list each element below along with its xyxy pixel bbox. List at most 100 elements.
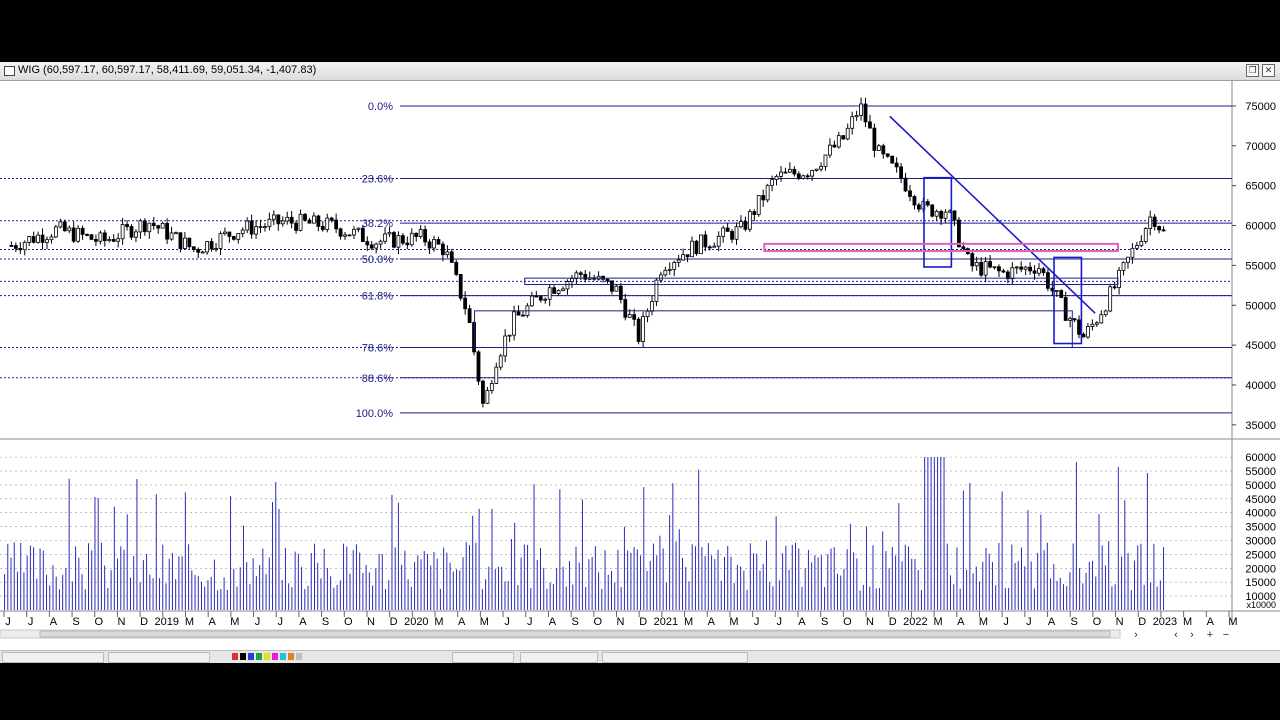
candle-body — [1068, 318, 1073, 321]
candle-body — [1032, 270, 1037, 274]
x-axis-tick-label: A — [1048, 616, 1056, 628]
volume-y-tick-label: 35000 — [1245, 522, 1276, 534]
candle-body — [365, 241, 370, 246]
candle-body — [908, 190, 912, 197]
candle-body — [641, 316, 645, 342]
volume-panel: 60000 55000 50000 45000 40000 35000 3000025000… — [0, 452, 1276, 610]
candle-body — [725, 227, 730, 232]
left-arrow-icon[interactable]: ‹ — [1174, 629, 1178, 641]
fib-level-label: 23.6% — [362, 173, 393, 185]
color-swatch[interactable] — [272, 653, 278, 660]
candle-body — [716, 235, 721, 247]
color-swatch[interactable] — [288, 653, 294, 660]
price-background — [0, 82, 1232, 446]
candle-body — [249, 220, 254, 235]
candle-body — [356, 227, 361, 230]
candle-body — [325, 217, 330, 230]
candle-body — [254, 226, 258, 235]
price-y-tick-label: 75000 — [1245, 101, 1276, 113]
candle-body — [1152, 216, 1157, 227]
candle-body — [1014, 266, 1019, 269]
price-y-tick-label: 60000 — [1245, 221, 1276, 233]
candle-body — [276, 214, 281, 225]
candle-body — [320, 225, 325, 230]
candle-body — [1037, 268, 1041, 274]
color-swatch[interactable] — [264, 653, 270, 660]
candle-body — [1041, 268, 1046, 274]
candle-body — [516, 311, 521, 316]
color-swatch[interactable] — [280, 653, 286, 660]
candle-body — [672, 262, 677, 270]
candle-body — [556, 290, 561, 294]
color-swatch[interactable] — [248, 653, 254, 660]
volume-y-tick-label: 60000 — [1245, 452, 1276, 464]
color-swatch[interactable] — [232, 653, 238, 660]
candle-body — [374, 243, 379, 249]
scrollbar[interactable]: › ‹ › + − — [0, 629, 1229, 641]
x-axis-tick-label: S — [72, 616, 79, 628]
price-panel: 35000 40000 45000 50000 55000 60000 65000 70000… — [0, 80, 1280, 625]
candle-body — [894, 162, 899, 168]
candle-body — [538, 296, 543, 301]
candle-body — [156, 225, 161, 229]
chart-area[interactable]: 35000 40000 45000 50000 55000 60000 65000 70000… — [0, 80, 1280, 650]
volume-y-tick-label: 40000 — [1245, 508, 1276, 520]
color-swatch[interactable] — [240, 653, 246, 660]
candle-body — [1099, 314, 1104, 324]
candle-body — [605, 278, 610, 282]
candle-body — [734, 226, 739, 240]
x-axis-tick-label: M — [934, 616, 943, 628]
restore-icon[interactable]: ❐ — [1246, 64, 1259, 77]
candle-body — [836, 135, 841, 148]
support-zone — [524, 277, 1119, 286]
x-axis-tick-label: M — [1228, 616, 1237, 628]
candle-body — [1028, 266, 1033, 272]
zoom-out-icon[interactable]: − — [1223, 629, 1229, 641]
x-axis-tick-label: M — [979, 616, 988, 628]
x-axis-tick-label: J — [527, 616, 533, 628]
candle-body — [983, 261, 988, 276]
price-y-tick-label: 35000 — [1245, 420, 1276, 432]
candle-body — [441, 243, 445, 256]
zoom-in-icon[interactable]: + — [1207, 629, 1213, 641]
candle-body — [120, 224, 125, 240]
color-swatch[interactable] — [256, 653, 262, 660]
chevron-right-icon[interactable]: › — [1134, 629, 1138, 641]
color-swatch[interactable] — [296, 653, 302, 660]
candle-body — [570, 278, 574, 282]
candle-body — [49, 236, 54, 241]
x-axis-tick-label: M — [230, 616, 239, 628]
candle-body — [774, 176, 779, 180]
candle-body — [850, 116, 855, 129]
candle-body — [27, 236, 32, 243]
candle-body — [970, 253, 975, 267]
candle-body — [610, 280, 614, 292]
x-axis-tick-label: A — [798, 616, 806, 628]
candle-body — [312, 215, 316, 224]
candle-body — [31, 236, 36, 243]
candle-body — [819, 166, 823, 170]
candle-body — [454, 261, 459, 275]
price-y-tick-label: 65000 — [1245, 181, 1276, 193]
candle-body — [521, 314, 525, 317]
candle-body — [845, 127, 850, 140]
candle-body — [191, 246, 196, 250]
candle-body — [1090, 323, 1095, 327]
candle-body — [498, 355, 503, 368]
right-arrow-icon[interactable]: › — [1190, 629, 1194, 641]
candle-body — [223, 231, 227, 235]
status-segment — [108, 652, 210, 663]
close-icon[interactable]: ✕ — [1262, 64, 1275, 77]
x-axis-tick-label: J — [5, 616, 11, 628]
candle-body — [294, 222, 299, 231]
candle-body — [943, 211, 948, 219]
candle-body — [930, 204, 935, 217]
candle-body — [200, 251, 205, 254]
candle-body — [654, 279, 659, 302]
candle-body — [80, 227, 85, 235]
candle-body — [280, 220, 285, 225]
candle-body — [805, 175, 810, 178]
candle-body — [583, 274, 588, 280]
candle-body — [739, 221, 743, 228]
candle-body — [992, 266, 997, 269]
